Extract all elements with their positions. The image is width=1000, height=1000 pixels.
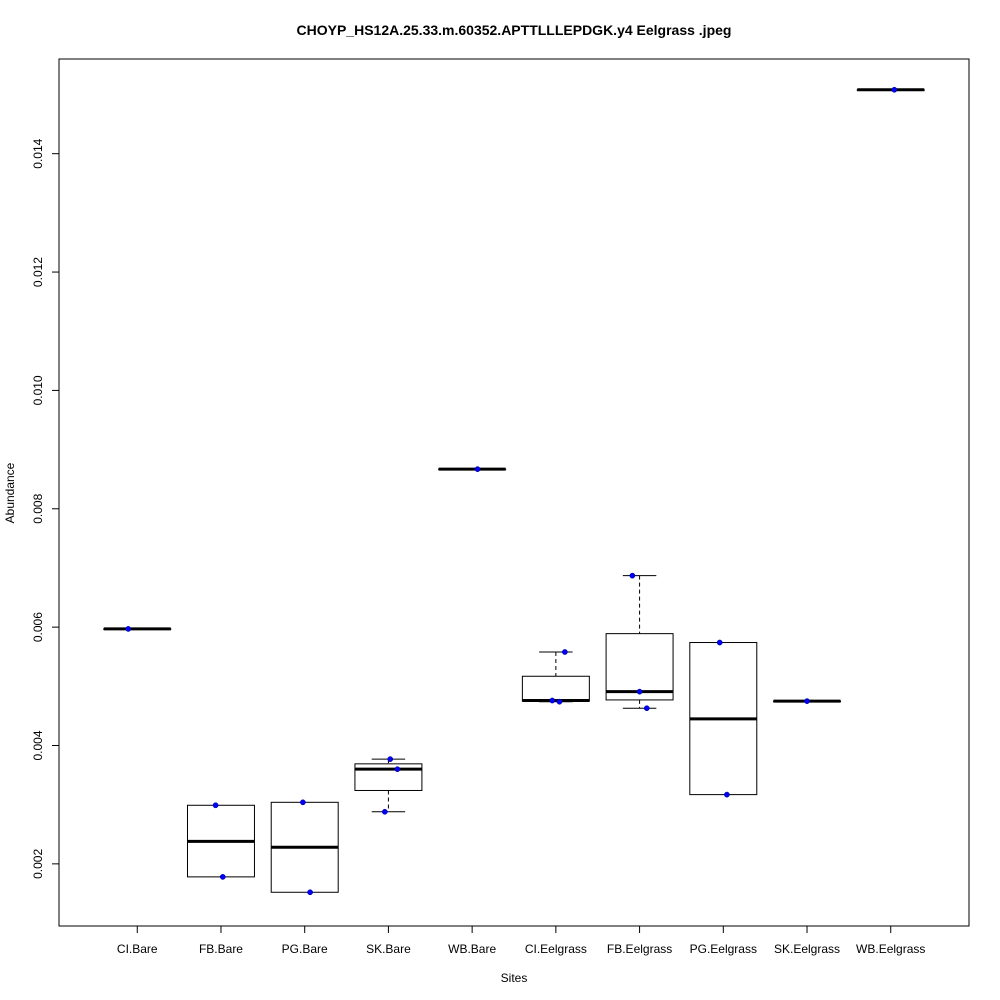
- y-tick-label: 0.004: [31, 730, 45, 760]
- box-WB.Bare: [438, 466, 507, 472]
- data-point: [636, 688, 643, 695]
- x-tick-label: WB.Bare: [448, 942, 496, 956]
- chart-title: CHOYP_HS12A.25.33.m.60352.APTTLLLEPDGK.y…: [297, 22, 732, 38]
- box-PG.Bare: [270, 799, 339, 896]
- plot-area-frame: [58, 58, 970, 927]
- x-axis: CI.Bare FB.Bare PG.Bare SK.Bare WB.Bare CI.Ee…: [117, 926, 925, 956]
- y-tick-label: 0.010: [31, 375, 45, 405]
- x-tick-label: WB.Eelgrass: [856, 942, 925, 956]
- data-point: [562, 649, 568, 655]
- x-axis-label: Sites: [501, 971, 528, 985]
- box-SK.Bare: [354, 756, 423, 815]
- data-point: [381, 808, 388, 815]
- y-tick-label: 0.012: [31, 257, 45, 287]
- data-point: [716, 639, 723, 646]
- data-point: [724, 791, 730, 798]
- x-tick-label: FB.Eelgrass: [607, 942, 672, 956]
- x-tick-label: CI.Eelgrass: [525, 942, 587, 956]
- box-WB.Eelgrass: [856, 86, 925, 93]
- x-tick-label: SK.Eelgrass: [774, 942, 840, 956]
- data-point: [394, 766, 401, 773]
- x-tick-label: PG.Bare: [282, 942, 328, 956]
- y-tick-label: 0.008: [31, 493, 45, 523]
- box-CI.Bare: [103, 626, 172, 632]
- x-tick-label: CI.Bare: [117, 942, 158, 956]
- box-SK.Eelgrass: [773, 698, 842, 704]
- data-point: [307, 889, 313, 896]
- box-FB.Bare: [186, 802, 255, 880]
- x-tick-label: PG.Eelgrass: [690, 942, 757, 956]
- data-point: [549, 697, 556, 704]
- data-point: [643, 705, 650, 712]
- data-point: [629, 572, 636, 579]
- box-FB.Eelgrass: [605, 572, 674, 712]
- box-PG.Eelgrass: [689, 639, 758, 798]
- iqr-box: [521, 675, 590, 702]
- data-point: [300, 799, 306, 806]
- data-point: [387, 756, 394, 762]
- box-series: [103, 86, 925, 896]
- y-tick-label: 0.006: [31, 612, 45, 642]
- y-tick-label: 0.014: [31, 138, 45, 168]
- data-point: [804, 698, 810, 704]
- x-tick-label: FB.Bare: [199, 942, 243, 956]
- data-point: [125, 626, 132, 632]
- data-point: [891, 86, 898, 93]
- data-point: [212, 802, 219, 809]
- data-point: [556, 698, 563, 705]
- y-axis: 0.002 0.004 0.006 0.008 0.010 0.012 0.014: [31, 138, 59, 879]
- y-axis-label: Abundance: [3, 462, 17, 523]
- y-tick-label: 0.002: [31, 849, 45, 879]
- box-CI.Eelgrass: [521, 649, 590, 705]
- x-tick-label: SK.Bare: [366, 942, 411, 956]
- data-point: [219, 874, 226, 880]
- data-point: [474, 466, 481, 472]
